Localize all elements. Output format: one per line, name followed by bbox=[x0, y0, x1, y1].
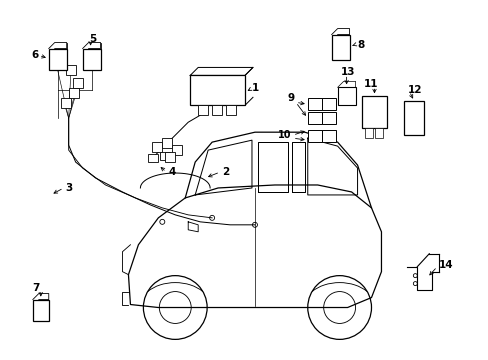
Bar bbox=[361, 96, 386, 128]
Bar bbox=[404, 101, 424, 135]
Bar bbox=[225, 105, 236, 115]
Bar bbox=[337, 87, 355, 105]
Bar bbox=[73, 78, 82, 88]
Bar bbox=[172, 145, 182, 155]
Bar bbox=[331, 35, 349, 60]
Bar bbox=[33, 300, 49, 321]
Bar bbox=[148, 154, 158, 162]
Bar bbox=[82, 49, 101, 71]
Bar bbox=[68, 88, 79, 98]
Text: 3: 3 bbox=[65, 183, 73, 193]
Bar bbox=[49, 49, 66, 71]
Bar bbox=[152, 142, 162, 152]
Bar bbox=[321, 130, 335, 142]
Text: 5: 5 bbox=[89, 33, 96, 44]
Text: 7: 7 bbox=[32, 283, 40, 293]
Bar bbox=[375, 128, 383, 138]
Text: 8: 8 bbox=[357, 40, 364, 50]
Bar bbox=[190, 75, 244, 105]
Bar bbox=[212, 105, 222, 115]
Bar bbox=[307, 112, 321, 124]
Text: 2: 2 bbox=[222, 167, 229, 177]
Text: 1: 1 bbox=[251, 84, 259, 93]
Text: 4: 4 bbox=[168, 167, 175, 177]
Bar bbox=[165, 152, 175, 162]
Text: 11: 11 bbox=[364, 79, 378, 89]
Bar bbox=[321, 98, 335, 110]
Text: 14: 14 bbox=[438, 260, 453, 270]
Bar bbox=[198, 105, 208, 115]
Text: 10: 10 bbox=[278, 130, 291, 140]
Bar bbox=[162, 138, 172, 148]
Text: 9: 9 bbox=[287, 93, 294, 103]
Bar bbox=[160, 152, 170, 160]
Bar bbox=[53, 60, 62, 71]
Bar bbox=[307, 98, 321, 110]
Bar bbox=[65, 66, 76, 75]
Bar bbox=[61, 98, 71, 108]
Bar bbox=[321, 112, 335, 124]
Text: 12: 12 bbox=[407, 85, 421, 95]
Text: 6: 6 bbox=[32, 50, 39, 60]
Text: 13: 13 bbox=[340, 67, 354, 77]
Bar bbox=[364, 128, 372, 138]
Bar bbox=[307, 130, 321, 142]
